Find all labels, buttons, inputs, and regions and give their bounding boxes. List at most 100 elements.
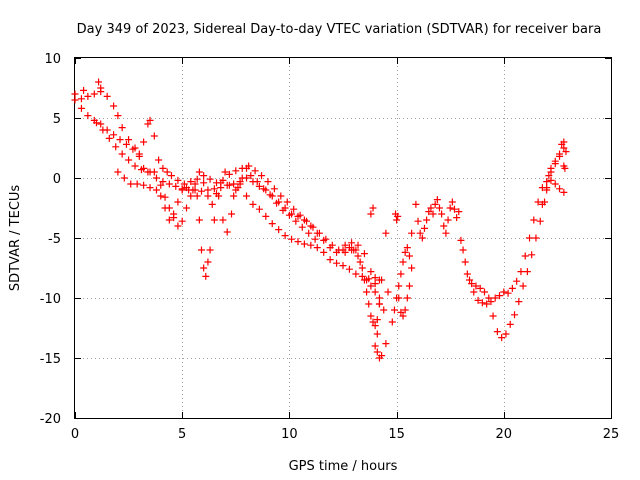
data-point [405, 282, 413, 290]
data-point [500, 288, 508, 296]
data-point [178, 217, 186, 225]
data-point [354, 252, 362, 260]
data-point [208, 200, 216, 208]
data-point [489, 312, 497, 320]
data-point [305, 229, 313, 237]
data-point [103, 92, 111, 100]
data-point [474, 296, 482, 304]
data-points [71, 78, 570, 362]
data-point [195, 216, 203, 224]
data-point [225, 170, 233, 178]
data-point [97, 84, 105, 92]
data-point [356, 258, 364, 266]
data-point [90, 90, 98, 98]
data-point [129, 145, 137, 153]
data-point [283, 198, 291, 206]
data-point [238, 174, 246, 182]
data-point [99, 126, 107, 134]
data-point [506, 320, 514, 328]
data-point [112, 143, 120, 151]
data-point [174, 176, 182, 184]
x-tick-label: 0 [71, 427, 79, 442]
data-point [435, 204, 443, 212]
data-point [515, 298, 523, 306]
data-point [496, 292, 504, 300]
data-point [448, 198, 456, 206]
data-point [260, 185, 268, 193]
data-point [476, 284, 484, 292]
data-point [116, 136, 124, 144]
data-point [498, 334, 506, 342]
data-point [292, 217, 300, 225]
data-point [538, 200, 546, 208]
data-point [438, 210, 446, 218]
data-point [560, 144, 568, 152]
data-point [493, 328, 501, 336]
data-point [388, 318, 396, 326]
data-point [258, 172, 266, 180]
data-point [547, 176, 555, 184]
data-point [380, 306, 388, 314]
series-outliers [80, 78, 424, 348]
data-point [172, 182, 180, 190]
data-point [157, 192, 165, 200]
data-point [200, 264, 208, 272]
data-point [367, 282, 375, 290]
data-point [197, 246, 205, 254]
data-point [526, 234, 534, 242]
data-point [146, 184, 154, 192]
data-point [401, 248, 409, 256]
data-point [187, 178, 195, 186]
data-point [360, 250, 368, 258]
data-point [206, 175, 214, 183]
y-axis-label: SDTVAR / TECUs [8, 185, 23, 292]
data-point [461, 258, 469, 266]
data-point [371, 322, 379, 330]
data-point [320, 248, 328, 256]
data-point [110, 102, 118, 110]
data-point [442, 229, 450, 237]
data-point [517, 268, 525, 276]
data-point [311, 235, 319, 243]
data-point [243, 192, 251, 200]
data-point [371, 288, 379, 296]
data-point [384, 288, 392, 296]
data-point [408, 229, 416, 237]
data-point [328, 241, 336, 249]
data-point [468, 280, 476, 288]
data-point [288, 235, 296, 243]
data-point [431, 200, 439, 208]
data-point [414, 217, 422, 225]
data-point [375, 294, 383, 302]
data-point [313, 244, 321, 252]
data-point [545, 172, 553, 180]
data-point [230, 180, 238, 188]
data-point [191, 180, 199, 188]
data-point [232, 186, 240, 194]
data-point [485, 294, 493, 302]
data-point [373, 348, 381, 356]
data-point [459, 246, 467, 254]
data-point [403, 244, 411, 252]
series-track-d [114, 168, 383, 288]
data-point [536, 217, 544, 225]
y-tick-label: 5 [53, 112, 61, 127]
data-point [127, 180, 135, 188]
data-point [262, 212, 270, 220]
data-point [371, 274, 379, 282]
data-point [84, 92, 92, 100]
data-point [472, 282, 480, 290]
data-point [232, 167, 240, 175]
data-point [395, 282, 403, 290]
data-point [204, 258, 212, 266]
data-point [228, 210, 236, 218]
data-point [504, 289, 512, 297]
data-point [408, 264, 416, 272]
data-point [360, 276, 368, 284]
y-tick-label: -15 [40, 352, 61, 367]
data-point [131, 162, 139, 170]
data-point [140, 138, 148, 146]
data-point [307, 241, 315, 249]
